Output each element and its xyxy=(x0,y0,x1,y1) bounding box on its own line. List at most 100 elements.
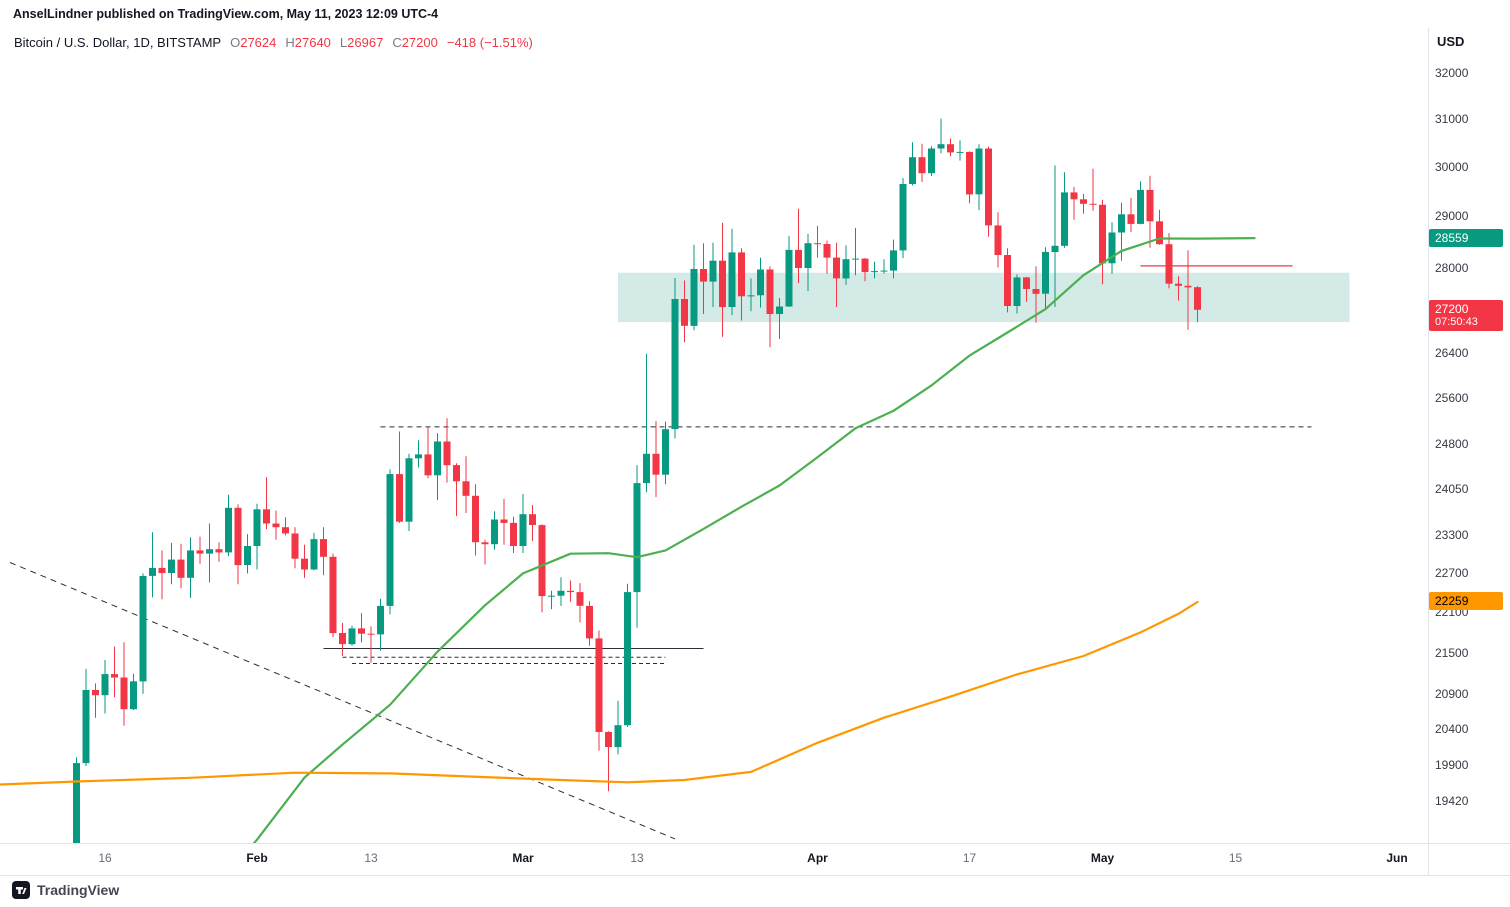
candle-down xyxy=(396,474,403,522)
candle-down xyxy=(681,299,688,326)
y-axis-label: 23300 xyxy=(1435,528,1469,543)
last-price-badge: 27200 07:50:43 xyxy=(1429,299,1503,331)
candle-down xyxy=(985,148,992,226)
currency-label: USD xyxy=(1437,34,1465,49)
candle-up xyxy=(557,590,565,596)
candle-up xyxy=(776,306,783,314)
y-axis-label: 19420 xyxy=(1435,793,1469,808)
downtrend-dashed-line[interactable] xyxy=(9,562,676,840)
candle-up xyxy=(614,725,622,748)
candle-down xyxy=(263,509,270,524)
y-axis-label: 24800 xyxy=(1435,437,1469,452)
candle-up xyxy=(709,260,717,282)
candle-down xyxy=(918,157,926,174)
candle-down xyxy=(367,633,375,635)
candle-down xyxy=(111,674,118,678)
y-axis-label: 29000 xyxy=(1435,209,1469,224)
chart-svg xyxy=(0,118,1350,843)
candle-down xyxy=(994,225,1002,255)
candle-up xyxy=(899,184,907,251)
candle-down xyxy=(301,558,308,570)
candle-up xyxy=(434,441,441,476)
ma-green-price-badge: 28559 xyxy=(1429,228,1503,247)
ma-orange-price-badge: 22259 xyxy=(1429,592,1503,610)
tradingview-brand-text: TradingView xyxy=(37,882,120,898)
candle-up xyxy=(890,250,897,271)
candle-up xyxy=(405,458,413,522)
candle-up xyxy=(130,681,137,710)
chart-plot-area[interactable] xyxy=(0,0,1428,843)
candle-up xyxy=(386,474,394,606)
candle-up xyxy=(415,454,422,459)
candle-down xyxy=(424,454,432,476)
candle-down xyxy=(1156,221,1163,245)
candle-up xyxy=(168,559,175,573)
candle-up xyxy=(1013,277,1021,306)
candle-up xyxy=(928,148,935,174)
candle-down xyxy=(481,542,489,545)
candle-up xyxy=(548,595,555,597)
candle-down xyxy=(215,549,223,553)
y-axis-label: 25600 xyxy=(1435,391,1469,406)
candle-up xyxy=(956,151,964,153)
candle-down xyxy=(120,677,128,710)
candle-up xyxy=(728,252,736,307)
candle-down xyxy=(795,249,802,268)
candle-down xyxy=(605,732,612,748)
candle-down xyxy=(1080,199,1087,204)
close-value: 27200 xyxy=(401,35,438,50)
publisher-note: AnselLindner published on TradingView.co… xyxy=(13,7,439,21)
candle-down xyxy=(320,539,327,557)
candle-up xyxy=(852,258,859,260)
candle-up xyxy=(1108,232,1116,264)
candle-up xyxy=(310,539,318,570)
candle-down xyxy=(282,527,289,534)
candle-down xyxy=(1127,214,1135,224)
candle-up xyxy=(377,605,384,635)
x-axis-label: Feb xyxy=(246,851,268,865)
y-axis[interactable]: USD 32000 31000 30000 29000 28000 26400 25600 2… xyxy=(1428,0,1510,875)
candle-down xyxy=(358,628,365,634)
candle-up xyxy=(1061,192,1068,246)
tradingview-logo-icon xyxy=(12,881,30,899)
low-value: 26967 xyxy=(347,35,384,50)
candle-down xyxy=(1070,192,1078,200)
candle-up xyxy=(690,269,698,326)
candle-up xyxy=(1042,251,1049,294)
candle-up xyxy=(253,509,261,546)
candle-up xyxy=(937,144,945,149)
candle-down xyxy=(158,567,166,573)
candle-down xyxy=(586,605,593,639)
x-axis-label: 15 xyxy=(1228,851,1243,865)
candle-down xyxy=(272,523,280,528)
y-axis-label: 24050 xyxy=(1435,482,1469,497)
candle-down xyxy=(719,260,726,307)
candle-down xyxy=(738,252,745,297)
candle-up xyxy=(139,576,147,682)
candle-down xyxy=(234,507,242,566)
candle-up xyxy=(871,271,878,273)
symbol-title[interactable]: Bitcoin / U.S. Dollar, 1D, BITSTAMP xyxy=(14,35,222,50)
candle-up xyxy=(880,270,888,272)
support-zone-teal[interactable] xyxy=(618,272,1350,323)
y-axis-label: 28000 xyxy=(1435,260,1469,275)
tradingview-brand-link[interactable]: TradingView xyxy=(12,881,119,899)
candle-down xyxy=(861,258,869,273)
candle-up xyxy=(804,243,812,268)
candle-down xyxy=(1089,203,1097,205)
x-axis-label: Apr xyxy=(807,851,828,865)
candle-up xyxy=(1137,189,1144,224)
footer-separator xyxy=(0,875,1510,876)
x-axis-label: 13 xyxy=(364,851,378,865)
candle-down xyxy=(947,144,954,153)
candle-up xyxy=(842,259,850,279)
candle-down xyxy=(291,533,299,559)
candle-down xyxy=(1175,283,1182,286)
candle-down xyxy=(823,244,831,258)
x-axis-label: 13 xyxy=(630,851,644,865)
candle-down xyxy=(700,269,707,282)
candle-up xyxy=(643,453,650,484)
candle-up xyxy=(225,507,232,553)
candle-down xyxy=(1032,289,1040,294)
